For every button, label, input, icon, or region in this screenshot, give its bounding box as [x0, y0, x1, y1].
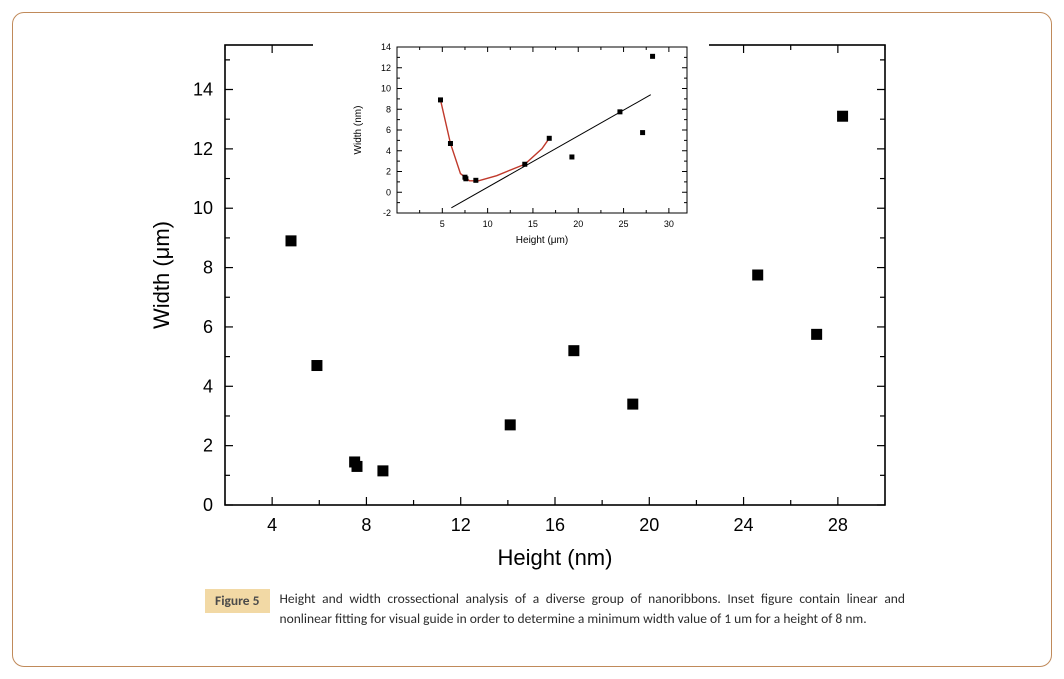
svg-text:14: 14 [193, 80, 213, 100]
svg-text:20: 20 [573, 219, 583, 229]
svg-text:6: 6 [386, 125, 391, 135]
svg-text:Width (μm): Width (μm) [149, 221, 174, 329]
svg-text:30: 30 [664, 219, 674, 229]
svg-text:10: 10 [381, 84, 391, 94]
svg-text:8: 8 [386, 104, 391, 114]
svg-text:Height (μm): Height (μm) [516, 235, 568, 246]
svg-text:6: 6 [203, 317, 213, 337]
svg-text:4: 4 [203, 376, 213, 396]
svg-text:24: 24 [734, 515, 754, 535]
svg-text:Width (nm): Width (nm) [353, 106, 364, 155]
svg-text:10: 10 [483, 219, 493, 229]
svg-text:8: 8 [361, 515, 371, 535]
svg-text:12: 12 [193, 139, 213, 159]
figure-caption: Figure 5 Height and width crossectional … [205, 589, 905, 628]
svg-text:28: 28 [828, 515, 848, 535]
svg-text:25: 25 [619, 219, 629, 229]
svg-text:4: 4 [386, 146, 391, 156]
svg-text:20: 20 [639, 515, 659, 535]
svg-text:8: 8 [203, 258, 213, 278]
svg-text:12: 12 [451, 515, 471, 535]
svg-text:5: 5 [440, 219, 445, 229]
svg-text:0: 0 [203, 495, 213, 515]
svg-text:12: 12 [381, 63, 391, 73]
main-chart: 48121620242802468101214Height (nm)Width … [143, 31, 903, 579]
svg-text:14: 14 [381, 42, 391, 52]
svg-text:16: 16 [545, 515, 565, 535]
figure-label: Figure 5 [205, 589, 270, 613]
figure-frame: 48121620242802468101214Height (nm)Width … [12, 12, 1052, 667]
svg-text:-2: -2 [383, 208, 391, 218]
svg-text:2: 2 [386, 167, 391, 177]
svg-text:15: 15 [528, 219, 538, 229]
svg-text:0: 0 [386, 187, 391, 197]
svg-text:2: 2 [203, 436, 213, 456]
svg-text:10: 10 [193, 198, 213, 218]
svg-text:4: 4 [267, 515, 277, 535]
figure-caption-text: Height and width crossectional analysis … [280, 589, 906, 628]
main-chart-svg: 48121620242802468101214Height (nm)Width … [143, 31, 903, 579]
svg-text:Height (nm): Height (nm) [498, 545, 613, 570]
